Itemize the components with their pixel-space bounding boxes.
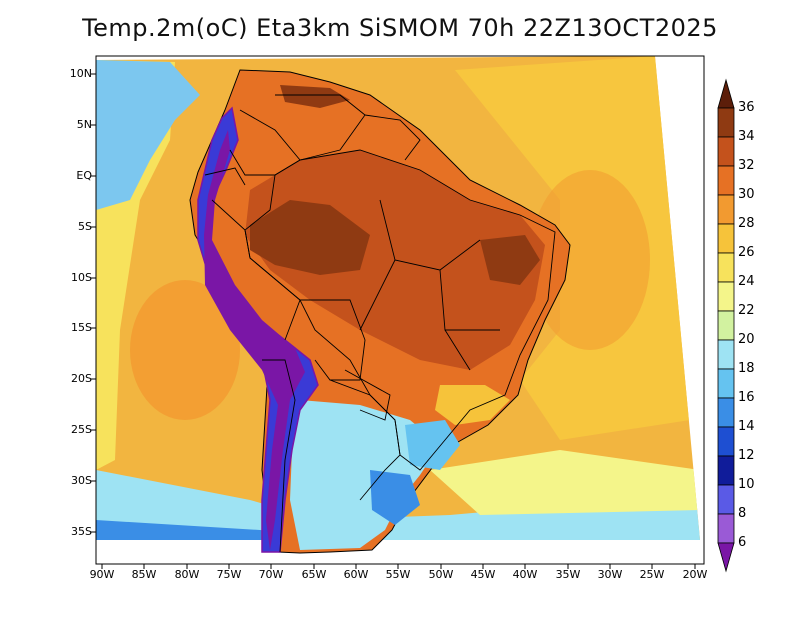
lat-label: 20S <box>71 372 92 385</box>
lon-label: 60W <box>343 568 369 581</box>
colorbar-cap-top <box>717 78 735 109</box>
pacific-cold-coast <box>96 60 200 210</box>
colorbar-segment <box>717 484 735 515</box>
colorbar-label: 20 <box>738 332 755 347</box>
brazil-states <box>359 199 500 371</box>
lat-label: 25S <box>71 423 92 436</box>
paraguay-border <box>344 369 391 421</box>
hottest-core <box>250 200 370 275</box>
colorbar-label: 30 <box>738 187 755 202</box>
colorbar-segment <box>717 223 735 254</box>
lat-label: 35S <box>71 525 92 538</box>
bolivia-border <box>300 299 366 381</box>
lat-label: 30S <box>71 474 92 487</box>
colorbar-segment <box>717 252 735 283</box>
colorbar-segment <box>717 310 735 341</box>
colorbar-label: 32 <box>738 158 755 173</box>
country-borders <box>204 94 556 553</box>
colorbar-label: 12 <box>738 448 755 463</box>
lat-label: 10N <box>69 67 92 80</box>
argentina-border <box>329 379 401 501</box>
colorbar-label: 8 <box>738 506 747 521</box>
lon-label: 65W <box>301 568 327 581</box>
lat-label: 5S <box>78 220 92 233</box>
lon-label: 55W <box>385 568 411 581</box>
south-brazil-cool <box>405 420 460 470</box>
lon-label: 40W <box>512 568 538 581</box>
colorbar-label: 24 <box>738 274 755 289</box>
colorbar-segment <box>717 281 735 312</box>
colorbar-label: 16 <box>738 390 755 405</box>
plot-frame <box>95 55 705 565</box>
ecuador-border <box>204 167 246 186</box>
colorbar-segment <box>717 339 735 370</box>
lon-label: 75W <box>216 568 242 581</box>
guianas-border <box>364 114 421 161</box>
lat-label: 5N <box>76 118 92 131</box>
colorbar-label: 6 <box>738 535 747 550</box>
lon-ticks <box>101 564 696 569</box>
colorbar-segment <box>717 455 735 486</box>
colorbar-label: 14 <box>738 419 755 434</box>
peru-border <box>211 199 301 341</box>
lon-label: 35W <box>555 568 581 581</box>
colorbar-segment <box>717 513 735 544</box>
lat-label: 10S <box>71 271 92 284</box>
lon-label: 50W <box>428 568 454 581</box>
map-title: Temp.2m(oC) Eta3km SiSMOM 70h 22Z13OCT20… <box>82 14 718 42</box>
southeast-mild <box>435 385 510 425</box>
colorbar-segment <box>717 107 735 138</box>
andes-ridge <box>204 130 305 550</box>
colorbar-label: 26 <box>738 245 755 260</box>
lon-label: 45W <box>470 568 496 581</box>
lon-label: 20W <box>682 568 708 581</box>
colorbar-label: 36 <box>738 100 755 115</box>
colorbar-label: 34 <box>738 129 755 144</box>
colorbar-cap-bottom <box>717 542 735 573</box>
southern-cool-land <box>290 400 440 550</box>
colorbar-segment <box>717 136 735 167</box>
colorbar-label: 28 <box>738 216 755 231</box>
pacific-warm-patch <box>130 280 240 420</box>
pampas-cold <box>370 470 420 525</box>
south-atlantic-cool <box>430 450 700 515</box>
colorbar-segment <box>717 165 735 196</box>
colorbar <box>717 78 735 573</box>
hottest-north <box>280 85 350 108</box>
colorbar-segment <box>717 194 735 225</box>
atlantic-warm-patch <box>530 170 650 350</box>
lat-ticks <box>91 73 96 533</box>
colorbar-segment <box>717 368 735 399</box>
lon-label: 30W <box>597 568 623 581</box>
lon-label: 90W <box>89 568 115 581</box>
colorbar-label: 18 <box>738 361 755 376</box>
lon-label: 80W <box>174 568 200 581</box>
lon-label: 25W <box>639 568 665 581</box>
colorbar-segment <box>717 397 735 428</box>
lat-label: EQ <box>76 169 92 182</box>
colorbar-segment <box>717 426 735 457</box>
hot-northeast <box>480 235 540 285</box>
lat-label: 15S <box>71 321 92 334</box>
lon-label: 70W <box>258 568 284 581</box>
colorbar-label: 22 <box>738 303 755 318</box>
southern-ocean-cool <box>96 470 700 540</box>
lon-label: 85W <box>131 568 157 581</box>
colorbar-label: 10 <box>738 477 755 492</box>
chile-border <box>262 359 296 553</box>
colombia-border <box>229 109 301 176</box>
